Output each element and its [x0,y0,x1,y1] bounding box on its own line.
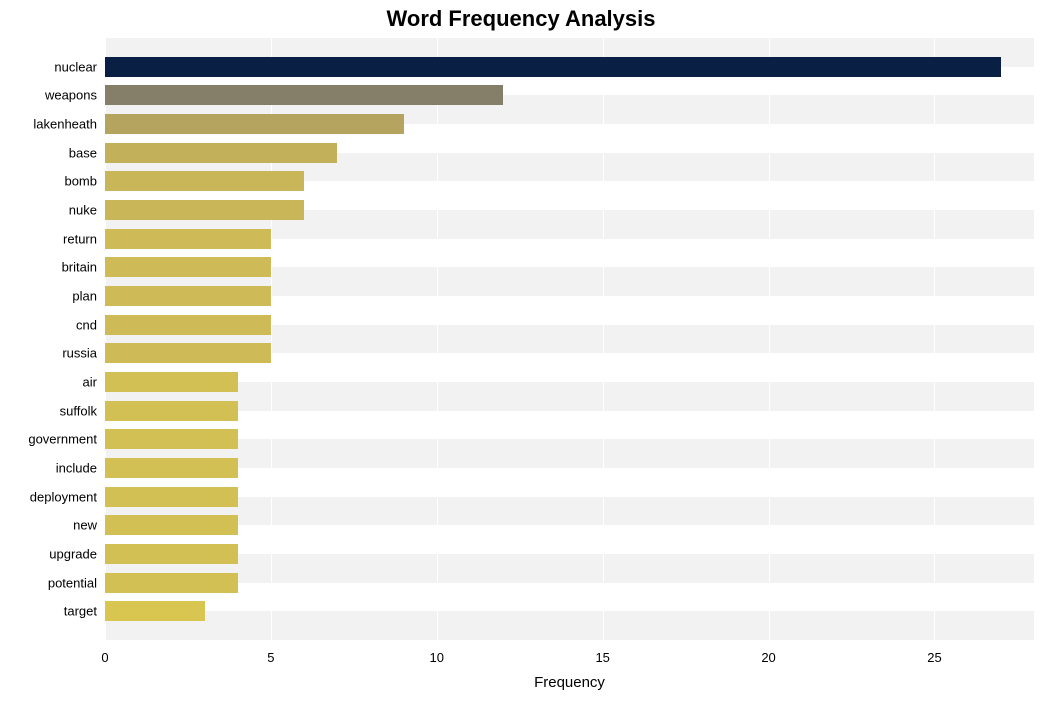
y-tick-label: nuclear [54,59,105,74]
x-tick-label: 15 [595,640,609,665]
grid-band [105,439,1034,468]
bar [105,458,238,478]
x-tick-label: 0 [101,640,108,665]
x-tick-label: 25 [927,640,941,665]
x-tick-label: 20 [761,640,775,665]
word-frequency-chart: Word Frequency Analysis Frequency 051015… [0,0,1042,701]
grid-line [437,38,438,640]
grid-line [934,38,935,640]
bar [105,573,238,593]
bar [105,286,271,306]
bar [105,229,271,249]
y-tick-label: target [64,604,105,619]
bar [105,372,238,392]
y-tick-label: deployment [30,489,105,504]
bar [105,171,304,191]
y-tick-label: cnd [76,317,105,332]
bar [105,85,503,105]
y-tick-label: suffolk [60,403,105,418]
x-tick-label: 10 [430,640,444,665]
bar [105,487,238,507]
y-tick-label: lakenheath [33,117,105,132]
bar [105,315,271,335]
bar [105,257,271,277]
bar [105,200,304,220]
y-tick-label: base [69,145,105,160]
y-tick-label: air [83,375,105,390]
grid-line [769,38,770,640]
y-tick-label: new [73,518,105,533]
bar [105,343,271,363]
grid-line [603,38,604,640]
grid-band [105,554,1034,583]
y-tick-label: bomb [64,174,105,189]
bar [105,515,238,535]
y-tick-label: return [63,231,105,246]
y-tick-label: include [56,461,105,476]
y-tick-label: upgrade [49,547,105,562]
y-tick-label: weapons [45,88,105,103]
bar [105,544,238,564]
grid-band [105,611,1034,640]
chart-title: Word Frequency Analysis [0,6,1042,32]
grid-band [105,382,1034,411]
grid-band [105,497,1034,526]
plot-area: Frequency 0510152025nuclearweaponslakenh… [105,38,1034,640]
bar [105,114,404,134]
bar [105,57,1001,77]
bar [105,429,238,449]
bar [105,143,337,163]
y-tick-label: russia [62,346,105,361]
x-axis-label: Frequency [105,640,1034,691]
y-tick-label: nuke [69,203,105,218]
y-tick-label: government [28,432,105,447]
x-tick-label: 5 [267,640,274,665]
bar [105,601,205,621]
y-tick-label: plan [72,289,105,304]
y-tick-label: potential [48,575,105,590]
y-tick-label: britain [62,260,105,275]
bar [105,401,238,421]
